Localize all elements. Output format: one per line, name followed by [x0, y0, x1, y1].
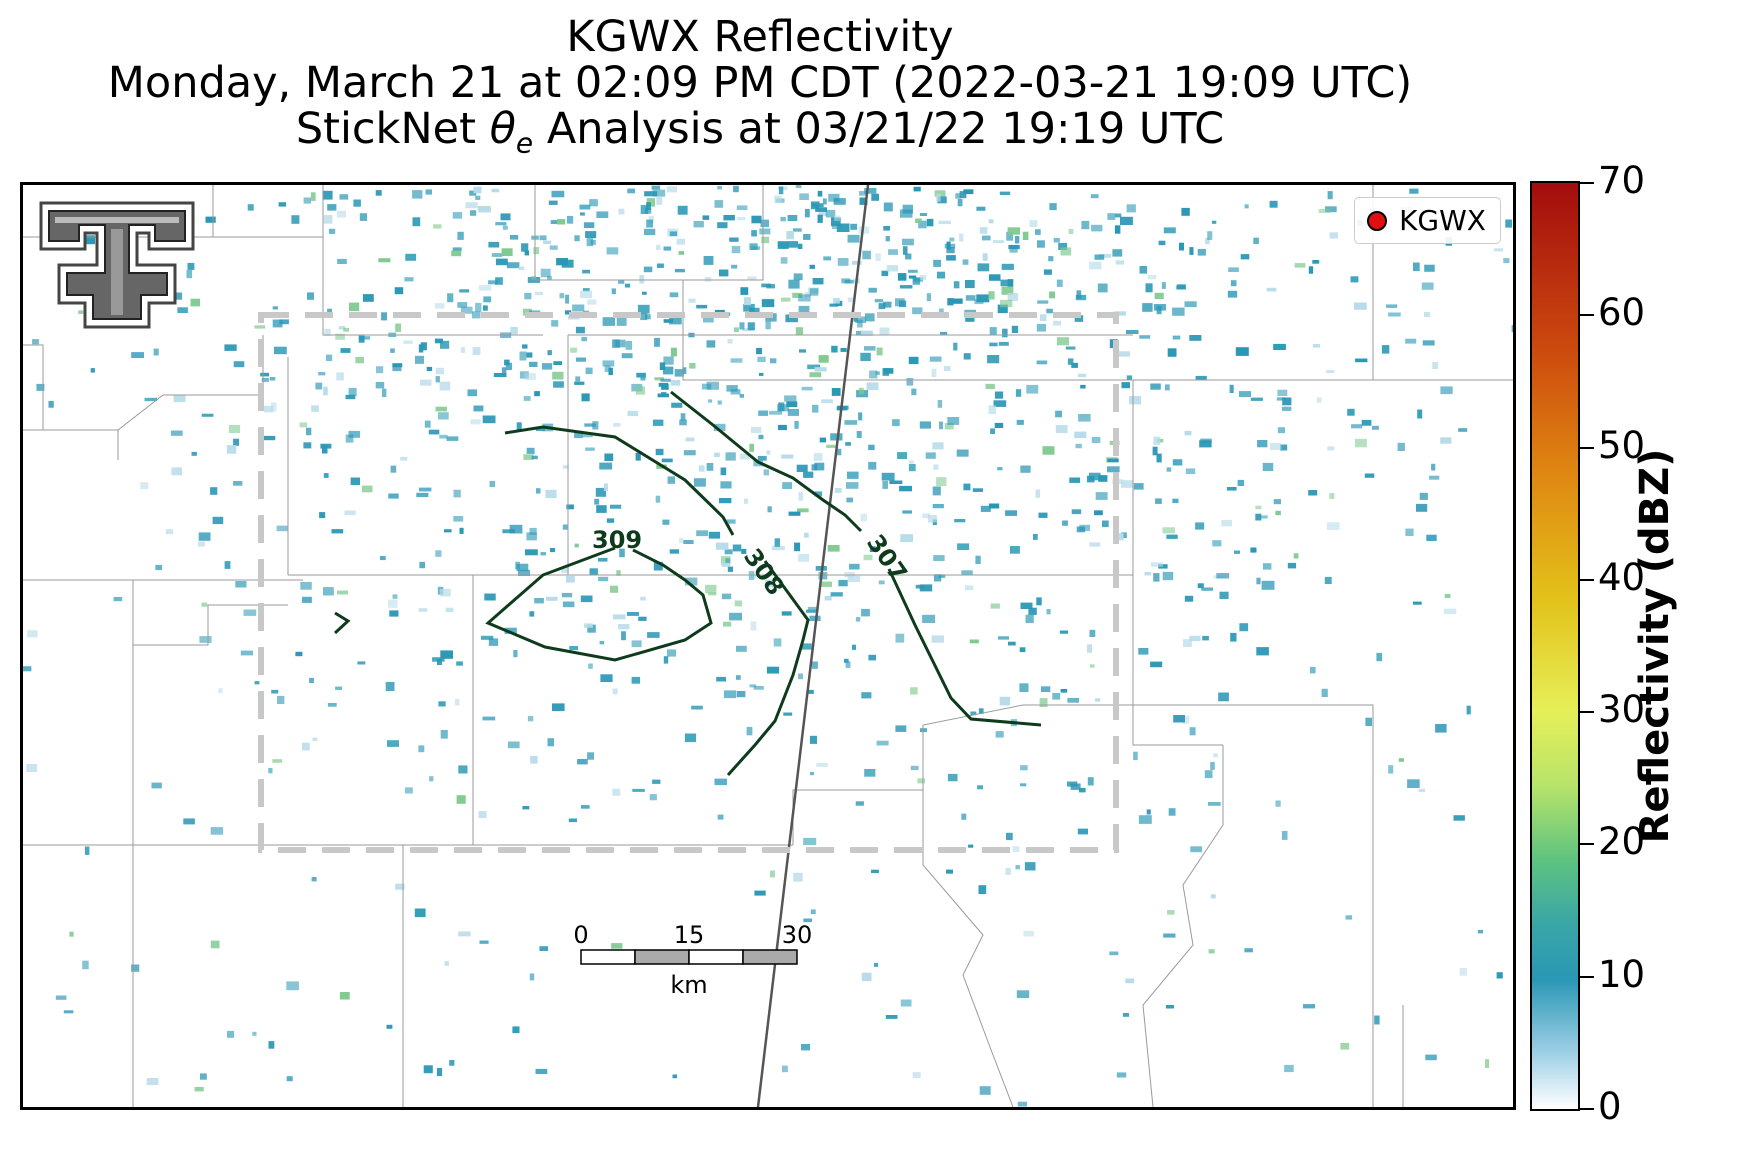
colorbar-tick-label: 20	[1598, 820, 1646, 864]
colorbar-tick-label: 60	[1598, 291, 1646, 335]
colorbar-tick-label: 10	[1598, 952, 1646, 996]
colorbar-label: Reflectivity (dBZ)	[1632, 448, 1678, 844]
scale-bar: 0 15 30 km	[573, 921, 812, 999]
texas-tech-logo	[39, 201, 195, 329]
legend-label: KGWX	[1399, 204, 1486, 237]
map-legend: KGWX	[1354, 197, 1501, 244]
colorbar-tick	[1580, 182, 1594, 184]
scale-label-15: 15	[674, 921, 705, 949]
colorbar-tick	[1580, 843, 1594, 846]
reflectivity-layer	[23, 185, 1513, 1107]
colorbar-tick-label: 30	[1598, 688, 1646, 732]
contour-308-line	[504, 425, 810, 777]
contour-small-line	[333, 611, 351, 635]
colorbar-tick	[1580, 1108, 1594, 1110]
radar-marker-icon	[1367, 210, 1388, 231]
colorbar-tick	[1580, 975, 1594, 978]
scale-label-0: 0	[573, 921, 588, 949]
analysis-domain-box	[258, 312, 1119, 853]
map-canvas: 309 308 307 0 15 30 km	[23, 185, 1513, 1107]
scale-label-30: 30	[782, 921, 813, 949]
radar-map[interactable]: 309 308 307 0 15 30 km KGWX	[20, 182, 1516, 1110]
colorbar-tick	[1580, 578, 1594, 581]
contour-label-309: 309	[592, 526, 642, 554]
colorbar-tick-label: 50	[1598, 423, 1646, 467]
theta-e-contours	[333, 390, 1042, 777]
colorbar-tick	[1580, 711, 1594, 714]
colorbar	[1530, 181, 1580, 1111]
scale-unit: km	[670, 971, 707, 999]
colorbar-tick-label: 40	[1598, 555, 1646, 599]
colorbar-tick-label: 0	[1598, 1085, 1622, 1128]
title-line-3: StickNet θe Analysis at 03/21/22 19:19 U…	[295, 104, 1225, 160]
county-boundaries	[23, 185, 1513, 1107]
colorbar-tick-label: 70	[1598, 159, 1646, 202]
contour-307-line	[670, 390, 1042, 727]
title-line-1: KGWX Reflectivity	[566, 12, 954, 62]
title-line-2: Monday, March 21 at 02:09 PM CDT (2022-0…	[107, 58, 1413, 108]
contour-309-line	[485, 546, 713, 662]
colorbar-tick	[1580, 314, 1594, 317]
colorbar-tick	[1580, 446, 1594, 449]
